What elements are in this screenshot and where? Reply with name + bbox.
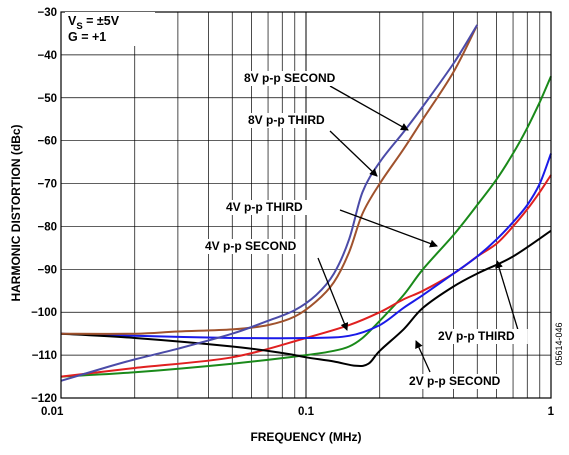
annotation-arrow-2v-p-p-second — [415, 340, 431, 373]
gain-label: G = +1 — [68, 30, 106, 44]
annotation-label-2v-p-p-third: 2V p-p THIRD — [438, 329, 515, 343]
series-line-4v-p-p-second — [60, 174, 552, 378]
x-tick-label: 0.1 — [298, 406, 315, 418]
x-axis-ticks: 0.01 0.1 1 — [41, 406, 555, 418]
y-tick-label: −40 — [37, 50, 57, 62]
supply-voltage-label: VS = ±5V — [68, 14, 120, 32]
x-axis-title: FREQUENCY (MHz) — [250, 430, 361, 444]
annotation-label-background — [407, 374, 506, 389]
y-tick-label: −70 — [37, 179, 57, 191]
y-tick-label: −30 — [37, 7, 57, 19]
figure-id: 05614-046 — [554, 322, 564, 365]
y-tick-label: −110 — [32, 350, 57, 362]
annotation-label-2v-p-p-second: 2V p-p SECOND — [409, 374, 501, 388]
series-line-2v-p-p-second — [60, 229, 552, 367]
x-tick-label: 0.01 — [41, 406, 64, 418]
series-line-8v-p-p-second — [60, 24, 479, 382]
annotation-label-background — [224, 200, 316, 215]
y-axis-ticks: −30 −40 −50 −60 −70 −80 −90 −100 −110 −120 — [31, 7, 57, 405]
annotation-label-background — [246, 113, 338, 128]
plot-frame — [60, 11, 552, 399]
y-tick-label: −120 — [31, 393, 57, 405]
annotation-label-4v-p-p-second: 4V p-p SECOND — [205, 239, 297, 253]
annotation-label-8v-p-p-second: 8V p-p SECOND — [244, 71, 336, 85]
y-tick-label: −60 — [37, 136, 57, 148]
y-axis-title: HARMONIC DISTORTION (dBc) — [9, 124, 23, 301]
x-tick-label: 1 — [548, 406, 555, 418]
series-layer — [60, 24, 552, 382]
annotation-arrow-8v-p-p-third — [329, 130, 378, 177]
y-tick-label: −100 — [31, 307, 57, 319]
annotation-arrow-2v-p-p-third — [495, 260, 519, 331]
y-tick-label: −90 — [37, 264, 57, 276]
y-tick-label: −50 — [37, 93, 57, 105]
annotation-layer: 8V p-p SECOND 8V p-p THIRD 4V p-p THIRD 4V … — [203, 71, 528, 389]
annotation-label-background — [242, 71, 341, 86]
annotation-arrow-4v-p-p-third — [339, 209, 438, 248]
annotation-arrow-4v-p-p-second — [317, 257, 349, 331]
series-line-8v-p-p-third — [60, 24, 479, 335]
y-tick-label: −80 — [37, 221, 57, 233]
annotation-label-8v-p-p-third: 8V p-p THIRD — [248, 113, 325, 127]
annotation-arrow-8v-p-p-second — [329, 85, 409, 131]
annotation-label-background — [436, 329, 528, 344]
series-line-4v-p-p-third — [60, 75, 552, 378]
annotation-label-background — [203, 239, 302, 254]
conditions-box — [65, 12, 155, 46]
series-line-2v-p-p-third — [60, 153, 552, 340]
annotation-label-4v-p-p-third: 4V p-p THIRD — [226, 200, 303, 214]
